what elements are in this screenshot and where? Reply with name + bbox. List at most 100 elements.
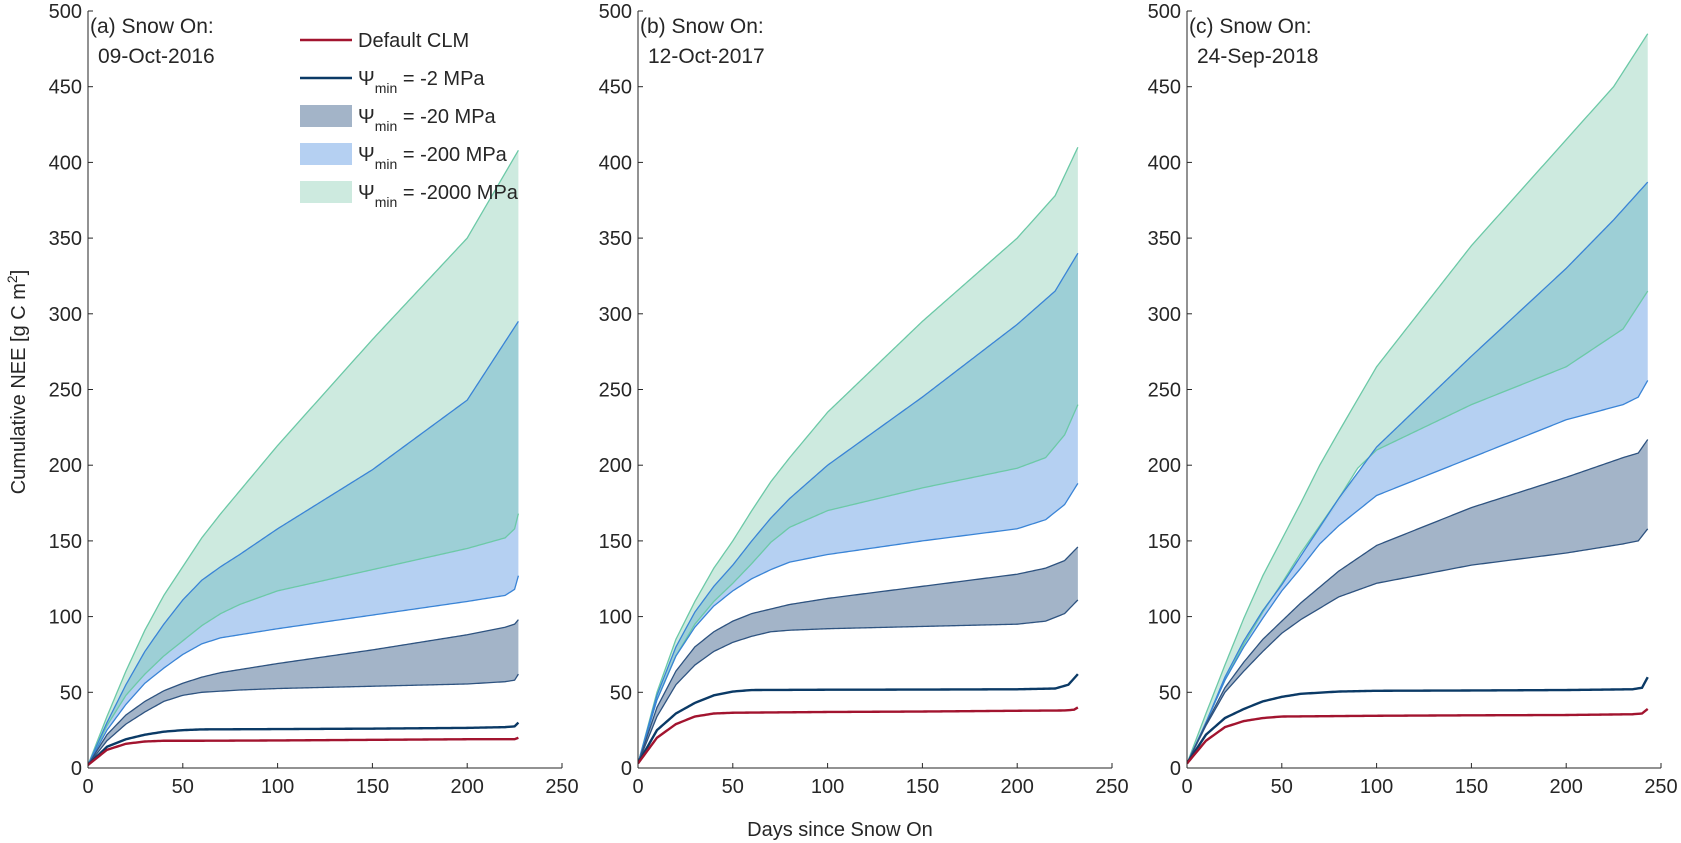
band-overlap-200-2000: [89, 321, 519, 762]
x-tick-label: 50: [1271, 776, 1293, 798]
y-tick-label: 300: [599, 304, 632, 326]
x-tick-label: 250: [545, 776, 578, 798]
y-tick-label: 0: [71, 758, 82, 780]
y-tick-label: 450: [1148, 77, 1181, 99]
y-tick-label: 500: [49, 1, 82, 23]
y-tick-label: 50: [610, 682, 632, 704]
legend-entry: Ψmin = -200 MPa: [300, 143, 508, 172]
band-psi-2000-lower-edge: [1187, 290, 1649, 764]
y-axis-label-text: Cumulative NEE [g C m: [8, 283, 30, 494]
band-psi-2000-lower-edge: [638, 404, 1079, 764]
y-tick-label: 350: [49, 228, 82, 250]
band-psi-20-upper-edge: [88, 619, 519, 766]
legend-label: Default CLM: [358, 30, 469, 52]
x-tick-label: 250: [1644, 776, 1677, 798]
y-tick-label: 100: [49, 607, 82, 629]
line-psi-2: [638, 673, 1079, 765]
y-axis-label-superscript: 2: [4, 275, 20, 283]
y-axis-label: Cumulative NEE [g C m2]: [4, 270, 30, 495]
x-tick-label: 0: [1181, 776, 1192, 798]
y-tick-label: 200: [49, 455, 82, 477]
panel-label-line1: (a) Snow On:: [90, 15, 214, 38]
panel-label-line1: (c) Snow On:: [1189, 15, 1312, 38]
band-psi-200-upper-edge: [638, 252, 1079, 764]
x-tick-label: 150: [1455, 776, 1488, 798]
band-overlap-200-2000: [639, 253, 1078, 758]
panels: 0 50 100 150 200 250 0 50 100 150 200 250 300 350 400 4…: [49, 1, 1678, 798]
line-psi-2: [1187, 676, 1649, 765]
y-tick-label: 100: [599, 607, 632, 629]
x-tick-label: 50: [722, 776, 744, 798]
panel-label-line1: (b) Snow On:: [640, 15, 764, 38]
band-psi-20: [88, 619, 519, 765]
x-tick-label: 150: [356, 776, 389, 798]
legend-entry: Ψmin = -2 MPa: [300, 68, 485, 96]
line-default-clm: [1187, 708, 1649, 765]
y-tick-label: 200: [599, 455, 632, 477]
band-psi-200-lower-edge: [638, 483, 1079, 764]
band-psi-20-lower-edge: [1187, 528, 1649, 764]
y-tick-label: 450: [599, 77, 632, 99]
y-tick-label: 500: [599, 1, 632, 23]
line-default-clm: [638, 706, 1079, 765]
panel-c: 0 50 100 150 200 250 0 50 100 150 200 250 300 350 400 4…: [1148, 1, 1678, 798]
line-psi-2: [88, 721, 520, 766]
y-tick-label: 0: [621, 758, 632, 780]
panel-b: 0 50 100 150 200 250 0 50 100 150 200 250 300 350 400 4…: [599, 1, 1129, 798]
band-psi-2000-lower-edge: [88, 513, 520, 766]
y-tick-label: 50: [60, 682, 82, 704]
band-psi-2000: [1187, 33, 1648, 764]
band-psi-200-lower-edge: [1187, 380, 1649, 764]
x-tick-label: 150: [906, 776, 939, 798]
legend-swatch-band: [300, 105, 352, 127]
y-tick-label: 250: [599, 380, 632, 402]
plot-area: [638, 146, 1079, 765]
y-tick-label: 400: [599, 152, 632, 174]
band-psi-200-lower-edge: [88, 575, 520, 766]
band-psi-200-upper-edge: [1187, 181, 1649, 764]
band-psi-20: [1187, 439, 1648, 764]
legend-label: Ψmin = -20 MPa: [358, 106, 497, 134]
panel-label-line2: 12-Oct-2017: [648, 45, 765, 68]
plot-area: [1187, 33, 1649, 765]
y-tick-label: 500: [1148, 1, 1181, 23]
x-tick-label: 0: [82, 776, 93, 798]
y-tick-label: 450: [49, 77, 82, 99]
band-psi-20-upper-edge: [638, 546, 1079, 764]
y-tick-label: 400: [49, 152, 82, 174]
legend-swatch-band: [300, 143, 352, 165]
band-psi-2000-upper-edge: [1187, 33, 1649, 764]
panel-label-line2: 09-Oct-2016: [98, 45, 215, 68]
x-tick-label: 100: [261, 776, 294, 798]
y-axis-label-end: ]: [8, 270, 30, 276]
legend-label: Ψmin = -200 MPa: [358, 144, 508, 172]
y-tick-label: 300: [1148, 304, 1181, 326]
x-tick-label: 200: [1001, 776, 1034, 798]
y-tick-label: 100: [1148, 607, 1181, 629]
band-psi-200-upper-edge: [88, 321, 519, 766]
x-tick-label: 0: [632, 776, 643, 798]
x-tick-label: 200: [1550, 776, 1583, 798]
legend-label: Ψmin = -2 MPa: [358, 68, 485, 96]
plot-area: [88, 149, 520, 766]
y-tick-label: 150: [49, 531, 82, 553]
line-default-clm: [88, 736, 519, 766]
x-tick-label: 100: [811, 776, 844, 798]
band-psi-20-upper-edge: [1187, 439, 1649, 764]
y-tick-label: 150: [1148, 531, 1181, 553]
y-tick-label: 250: [49, 380, 82, 402]
panel-label-line2: 24-Sep-2018: [1197, 45, 1318, 68]
legend-entry: Default CLM: [300, 30, 469, 52]
y-tick-label: 350: [599, 228, 632, 250]
y-tick-label: 350: [1148, 228, 1181, 250]
band-psi-2000-upper-edge: [88, 149, 519, 766]
band-psi-20-lower-edge: [88, 673, 519, 766]
band-psi-2000-upper-edge: [638, 146, 1079, 764]
y-tick-label: 200: [1148, 455, 1181, 477]
x-axis-label: Days since Snow On: [747, 819, 933, 841]
y-tick-label: 150: [599, 531, 632, 553]
x-tick-label: 200: [451, 776, 484, 798]
panel-a: 0 50 100 150 200 250 0 50 100 150 200 250 300 350 400 4…: [49, 1, 579, 798]
y-tick-label: 250: [1148, 380, 1181, 402]
